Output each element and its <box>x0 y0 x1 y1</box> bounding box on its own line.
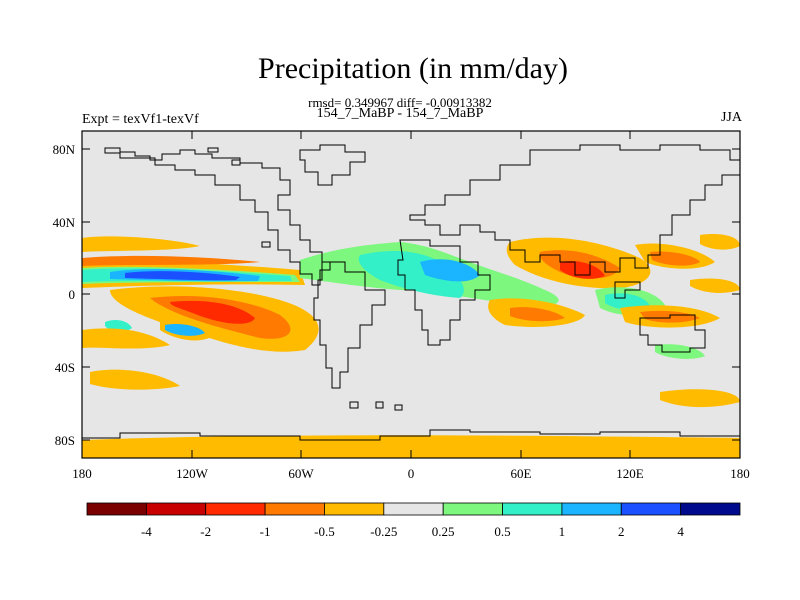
contour-region <box>690 278 740 293</box>
contour-region <box>82 328 170 349</box>
experiment-subtitle: 154_7_MaBP - 154_7_MaBP <box>316 106 484 121</box>
contour-region <box>170 300 255 324</box>
lon-tick-label: 180 <box>72 466 92 481</box>
colorbar-label: -0.5 <box>314 524 335 539</box>
coastline-greenland <box>299 144 366 186</box>
colorbar-swatch <box>680 502 741 516</box>
coastline-north-america <box>104 147 331 286</box>
coastline-islands <box>207 147 403 411</box>
colorbar-labels: -4 -2 -1 -0.5 -0.25 0.25 0.5 1 2 4 <box>141 524 684 539</box>
lon-tick-label: 180 <box>730 466 750 481</box>
coastline-eurasia <box>409 144 740 276</box>
lon-tick-label: 120E <box>616 466 644 481</box>
colorbar-swatch <box>620 502 682 516</box>
coastline-indonesia <box>614 281 641 299</box>
lat-tick-label: 40S <box>55 360 75 375</box>
coastline-south-america <box>313 261 386 389</box>
map-title: Precipitation (in mm/day) <box>258 52 568 85</box>
contour-region <box>560 260 605 279</box>
contour-region <box>90 369 180 390</box>
lat-ticks <box>82 148 740 441</box>
colorbar-label: -4 <box>141 524 152 539</box>
colorbar <box>86 502 741 516</box>
contour-region <box>605 293 650 310</box>
lon-ticks <box>191 131 631 458</box>
contour-region <box>510 307 565 322</box>
colorbar-swatch <box>502 502 563 516</box>
contour-region <box>82 435 740 458</box>
lon-tick-label: 120W <box>176 466 209 481</box>
lat-tick-label: 40N <box>53 215 76 230</box>
colorbar-label: 0.5 <box>494 524 510 539</box>
stats-text: rmsd= 0.349967 diff= -0.00913382 <box>308 95 492 110</box>
lat-tick-labels: 80N 40N 0 40S 80S <box>53 142 76 448</box>
lon-tick-label: 60W <box>288 466 314 481</box>
contour-region <box>700 234 740 250</box>
contour-region <box>420 259 480 282</box>
coastline-antarctica <box>82 429 740 441</box>
colorbar-swatch <box>205 502 266 516</box>
contour-region <box>660 389 740 408</box>
lon-tick-label: 60E <box>511 466 532 481</box>
contour-region <box>82 236 200 252</box>
contour-region <box>165 323 205 336</box>
colorbar-swatch <box>264 502 325 516</box>
colorbar-swatch <box>442 502 503 516</box>
contour-region <box>82 255 260 266</box>
colorbar-label: 1 <box>559 524 566 539</box>
contour-fields <box>82 234 740 458</box>
expt-label: Expt = texVf1-texVf <box>82 112 199 127</box>
colorbar-label: 0.25 <box>432 524 455 539</box>
colorbar-swatch <box>324 502 385 516</box>
coastline-australia <box>639 314 706 353</box>
season-label: JJA <box>720 110 742 125</box>
lat-tick-label: 0 <box>69 287 76 302</box>
colorbar-label: -1 <box>260 524 271 539</box>
colorbar-swatch <box>383 502 444 516</box>
lat-tick-label: 80S <box>55 433 75 448</box>
lon-tick-label: 0 <box>408 466 415 481</box>
colorbar-swatch <box>561 502 622 516</box>
colorbar-label: 4 <box>677 524 684 539</box>
lat-tick-label: 80N <box>53 142 76 157</box>
colorbar-swatch <box>145 502 207 516</box>
colorbar-label: -0.25 <box>370 524 397 539</box>
colorbar-swatch <box>86 502 147 516</box>
lon-tick-labels: 180 120W 60W 0 60E 120E 180 <box>72 466 750 481</box>
contour-region <box>650 251 700 266</box>
contour-region <box>125 271 240 281</box>
colorbar-label: -2 <box>200 524 211 539</box>
coastlines <box>82 144 740 441</box>
colorbar-label: 2 <box>618 524 625 539</box>
coastline-africa <box>397 239 491 346</box>
